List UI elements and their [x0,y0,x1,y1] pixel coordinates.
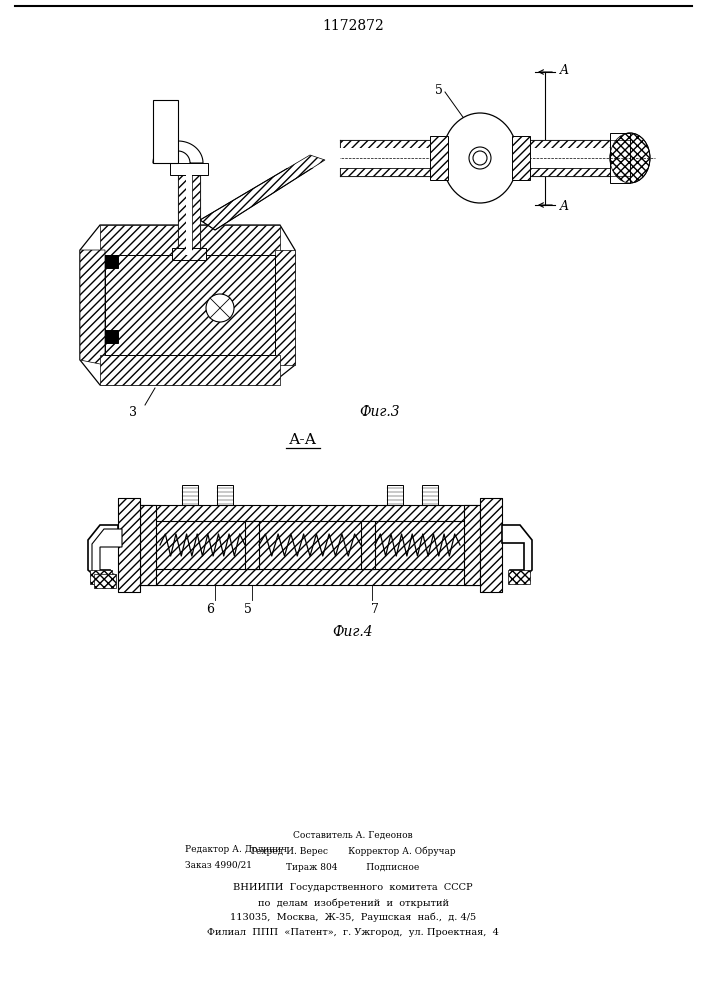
Text: 6: 6 [206,603,214,616]
Bar [153,100,178,163]
Bar [422,485,438,505]
Bar [178,170,186,255]
Bar [530,148,610,168]
Text: Фиг.4: Фиг.4 [333,625,373,639]
Text: Тираж 804          Подписное: Тираж 804 Подписное [286,863,420,872]
Text: Техред И. Верес       Корректор А. Обручар: Техред И. Верес Корректор А. Обручар [250,847,456,856]
Bar [610,133,630,183]
Text: Заказ 4990/21: Заказ 4990/21 [185,861,252,870]
Bar [340,148,430,168]
Polygon shape [100,355,280,385]
Bar [340,140,430,148]
Text: А-А: А-А [289,433,317,447]
Bar [192,170,200,255]
Polygon shape [210,148,340,168]
Bar [512,136,530,180]
Bar [480,498,502,592]
Text: Фиг.3: Фиг.3 [360,405,400,419]
Bar [94,574,116,588]
Polygon shape [100,225,280,255]
Bar [508,570,530,584]
Text: 113035,  Москва,  Ж-35,  Раушская  наб.,  д. 4/5: 113035, Москва, Ж-35, Раушская наб., д. … [230,913,476,922]
Bar [530,140,610,148]
Text: ВНИИПИ  Государственного  комитета  СССР: ВНИИПИ Государственного комитета СССР [233,883,473,892]
Polygon shape [105,255,275,355]
Bar [140,505,156,585]
Text: по  делам  изобретений  и  открытий: по делам изобретений и открытий [257,898,448,908]
Circle shape [206,294,234,322]
Bar [140,569,480,585]
Polygon shape [502,525,532,577]
Polygon shape [80,225,295,385]
Bar [361,521,375,569]
Bar [118,498,140,592]
Text: Редактор А. Долинич: Редактор А. Долинич [185,845,287,854]
Bar [118,498,140,592]
Bar [90,570,112,584]
Polygon shape [88,525,118,577]
Bar [464,505,480,585]
Text: 5: 5 [244,603,252,616]
Text: 3: 3 [129,406,137,418]
Bar [340,168,430,176]
Ellipse shape [442,113,518,203]
Bar [105,255,118,268]
Ellipse shape [610,133,650,183]
Polygon shape [92,529,122,581]
Text: Филиал  ППП  «Патент»,  г. Ужгород,  ул. Проектная,  4: Филиал ППП «Патент», г. Ужгород, ул. Про… [207,928,499,937]
Text: 1172872: 1172872 [322,19,384,33]
Text: A: A [560,200,569,214]
Bar [105,330,118,343]
Bar [430,136,448,180]
Bar [170,163,208,175]
Bar [140,505,480,521]
Text: 7: 7 [371,603,379,616]
Bar [530,168,610,176]
Polygon shape [80,250,105,365]
Bar [245,521,259,569]
Bar [480,498,502,592]
Polygon shape [275,250,295,365]
Polygon shape [153,141,203,163]
Bar [178,170,200,255]
Bar [172,248,206,260]
Polygon shape [200,155,325,230]
Bar [186,170,192,255]
Bar [217,485,233,505]
Text: Составитель А. Гедеонов: Составитель А. Гедеонов [293,831,413,840]
Bar [387,485,403,505]
Ellipse shape [473,151,487,165]
Text: A: A [560,64,569,77]
Ellipse shape [469,147,491,169]
Text: 5: 5 [435,84,443,97]
Bar [182,485,198,505]
Bar [156,521,464,569]
